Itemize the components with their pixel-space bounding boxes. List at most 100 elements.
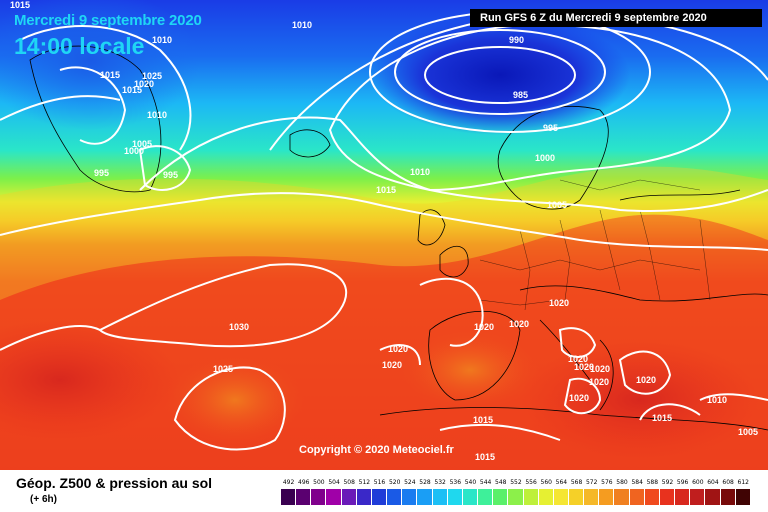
isobar-label: 1015 (652, 413, 672, 423)
isobar-label: 1020 (589, 377, 609, 387)
legend-value: 496 (298, 479, 310, 486)
legend-swatch (462, 489, 479, 505)
legend-swatch (417, 489, 433, 505)
model-run-banner: Run GFS 6 Z du Mercredi 9 septembre 2020 (470, 9, 762, 27)
legend-swatch (538, 489, 554, 505)
legend-value: 560 (540, 479, 552, 486)
legend-swatch (311, 489, 327, 505)
isobar-label: 985 (513, 90, 528, 100)
legend-swatch (659, 489, 676, 505)
legend-swatch (341, 489, 357, 505)
legend-value: 600 (692, 479, 704, 486)
legend-value: 544 (479, 479, 492, 486)
legend-swatch (584, 489, 600, 505)
isobar-label: 1015 (10, 0, 30, 10)
isobar-label: 1010 (152, 35, 172, 45)
isobar-label: 1025 (213, 364, 233, 374)
legend-value: 576 (601, 479, 613, 486)
footer-bar: Géop. Z500 & pression au sol (+ 6h) 492 4… (0, 470, 768, 512)
isobar-label: 1000 (124, 146, 144, 156)
country-borders (479, 179, 711, 311)
legend-swatch (508, 489, 524, 505)
legend-value: 584 (631, 479, 643, 486)
isobar-label: 1015 (376, 185, 396, 195)
legend-value: 532 (434, 479, 446, 486)
legend-swatch (326, 489, 342, 505)
legend-swatch (296, 489, 312, 505)
legend-swatch (402, 489, 418, 505)
legend-swatch (599, 489, 615, 505)
legend-value-row: 492 496 500 504 508 512 516 520 524 528 532 536 540 5… (281, 477, 751, 489)
legend-swatch (523, 489, 539, 505)
isobar-label: 1005 (738, 427, 758, 437)
isobar-label: 1025 (142, 71, 162, 81)
legend-value: 596 (676, 479, 689, 486)
legend-value: 612 (737, 479, 749, 486)
isobar-label: 1020 (568, 354, 588, 364)
isobar-label: 1020 (388, 344, 408, 354)
isobar-label: 1010 (410, 167, 430, 177)
copyright-notice: Copyright © 2020 Meteociel.fr (299, 444, 454, 456)
legend-swatch (447, 489, 463, 505)
legend-swatch (432, 489, 448, 505)
isobar-label: 1010 (292, 20, 312, 30)
legend-value: 520 (388, 479, 401, 486)
legend-value: 564 (555, 479, 568, 486)
isobar-label: 1010 (147, 110, 167, 120)
isobar-label: 1015 (473, 415, 493, 425)
legend-swatch (387, 489, 403, 505)
isobar-label: 1005 (132, 139, 152, 149)
legend-value: 588 (646, 479, 659, 486)
legend-value: 540 (464, 479, 477, 486)
isobar-label: 1015 (475, 452, 495, 462)
isobar-label: 990 (509, 35, 524, 45)
legend-value: 604 (707, 479, 719, 486)
legend-swatch (644, 489, 660, 505)
isobar-label: 1000 (535, 153, 555, 163)
isobar-label: 1020 (134, 79, 154, 89)
legend-value: 492 (282, 479, 295, 486)
isobar-label: 995 (543, 123, 558, 133)
legend-swatch (720, 489, 736, 505)
forecast-step: (+ 6h) (30, 494, 57, 505)
isobars (0, 11, 768, 451)
isobar-label: 1005 (547, 200, 567, 210)
legend-swatch (735, 489, 751, 505)
forecast-time: 14:00 locale (14, 33, 145, 59)
map-title: Géop. Z500 & pression au sol (16, 475, 213, 491)
legend-swatch (690, 489, 706, 505)
legend-value: 592 (661, 479, 674, 486)
legend-swatch (675, 489, 691, 505)
isobar-label: 1020 (382, 360, 402, 370)
legend-swatch (614, 489, 630, 505)
legend-swatch (568, 489, 585, 505)
isobar-label: 1020 (574, 362, 594, 372)
legend-value: 548 (495, 479, 507, 486)
legend-swatch (705, 489, 721, 505)
legend-swatch-row (281, 489, 751, 505)
legend-value: 572 (585, 479, 598, 486)
coastlines (29, 45, 768, 431)
legend-swatch (553, 489, 569, 505)
legend-value: 608 (722, 479, 734, 486)
legend-value: 516 (373, 479, 386, 486)
isobar-label: 995 (163, 170, 178, 180)
legend-swatch (478, 489, 494, 505)
isobar-label: 1015 (122, 85, 142, 95)
isobar-label: 1020 (569, 393, 589, 403)
legend-swatch (629, 489, 645, 505)
legend-value: 568 (570, 479, 583, 486)
legend-value: 580 (616, 479, 628, 486)
isobar-label: 1020 (474, 322, 494, 332)
legend-value: 512 (358, 479, 371, 486)
legend-value: 552 (510, 479, 522, 486)
isobar-label: 995 (94, 168, 109, 178)
isobar-label: 1030 (229, 322, 249, 332)
color-scale-legend: 492 496 500 504 508 512 516 520 524 528 532 536 540 5… (281, 477, 751, 507)
isobar-label: 1020 (636, 375, 656, 385)
isobar-label: 1020 (509, 319, 529, 329)
isobar-label: 1020 (549, 298, 569, 308)
isobar-label: 1020 (590, 364, 610, 374)
legend-value: 524 (404, 479, 416, 486)
low-pressure-core (370, 15, 630, 135)
